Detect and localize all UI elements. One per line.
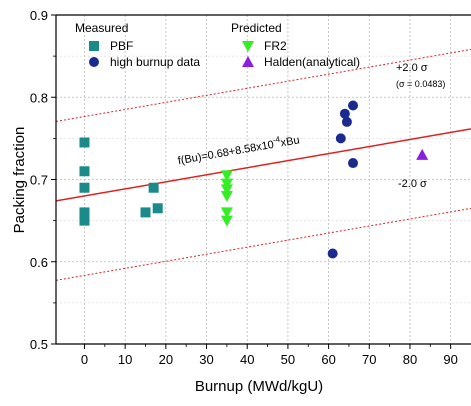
data-point xyxy=(220,184,233,196)
x-tick-label: 20 xyxy=(159,352,173,367)
x-tick-label: 60 xyxy=(321,352,335,367)
y-tick-label: 0.7 xyxy=(30,173,48,188)
data-point xyxy=(220,178,233,190)
legend-entry: Halden(analytical) xyxy=(264,55,360,69)
legend-entry: PBF xyxy=(110,39,133,53)
data-point xyxy=(335,133,346,144)
data-point xyxy=(79,166,90,177)
data-point xyxy=(341,116,352,127)
fit-equation-exponent: -4 xyxy=(272,135,281,145)
fit-equation-tail: xBu xyxy=(280,134,301,149)
x-tick-label: 0 xyxy=(81,352,88,367)
data-point xyxy=(327,248,338,259)
data-point xyxy=(79,215,90,226)
data-point xyxy=(416,148,429,160)
x-tick-label: 90 xyxy=(443,352,457,367)
upper-sigma-label: +2.0 σ xyxy=(396,62,428,74)
legend-marker xyxy=(89,41,99,51)
fit-equation-main: f(Bu)=0.68+8.58x10 xyxy=(177,139,275,167)
legend-group-title: Measured xyxy=(75,21,128,35)
data-point xyxy=(152,203,163,214)
data-points xyxy=(79,100,429,259)
x-tick-label: 10 xyxy=(118,352,132,367)
data-point xyxy=(220,170,233,182)
data-point xyxy=(79,182,90,193)
y-axis-title: Packing fraction xyxy=(11,127,28,234)
data-point xyxy=(140,207,151,218)
fit-line xyxy=(56,128,471,202)
data-point xyxy=(79,137,90,148)
lower-bound-line xyxy=(56,207,471,281)
legend-entry: high burnup data xyxy=(110,55,200,69)
x-tick-label: 40 xyxy=(240,352,254,367)
y-tick-label: 0.9 xyxy=(30,8,48,23)
legend-marker xyxy=(242,56,254,67)
axes: 0 10 20 30 40 50 60 70 80 90 0.5 0.6 0.7 0.8 0.9 xyxy=(30,8,471,367)
x-tick-label: 50 xyxy=(281,352,295,367)
data-point xyxy=(339,108,350,119)
data-point xyxy=(220,207,233,219)
data-point xyxy=(220,190,233,202)
legend-marker xyxy=(89,57,99,67)
fit-lines xyxy=(56,48,471,281)
data-point xyxy=(348,158,359,169)
legend: Measured Predicted PBF high burnup data FR2 H… xyxy=(75,21,360,69)
y-tick-label: 0.5 xyxy=(30,337,48,352)
data-point xyxy=(148,182,159,193)
x-tick-label: 70 xyxy=(362,352,376,367)
y-tick-label: 0.6 xyxy=(30,255,48,270)
data-point xyxy=(220,215,233,227)
legend-group-title: Predicted xyxy=(231,21,282,35)
lower-sigma-label: -2.0 σ xyxy=(398,178,427,190)
x-tick-label: 30 xyxy=(199,352,213,367)
legend-entry: FR2 xyxy=(264,39,287,53)
x-axis-title: Burnup (MWd/kgU) xyxy=(195,378,323,395)
data-point xyxy=(348,100,359,111)
annotations: f(Bu)=0.68+8.58x10-4xBu +2.0 σ (σ = 0.0483… xyxy=(177,62,445,190)
x-tick-label: 80 xyxy=(403,352,417,367)
legend-marker xyxy=(242,41,254,52)
y-tick-label: 0.8 xyxy=(30,90,48,105)
sigma-note: (σ = 0.0483) xyxy=(396,79,445,89)
